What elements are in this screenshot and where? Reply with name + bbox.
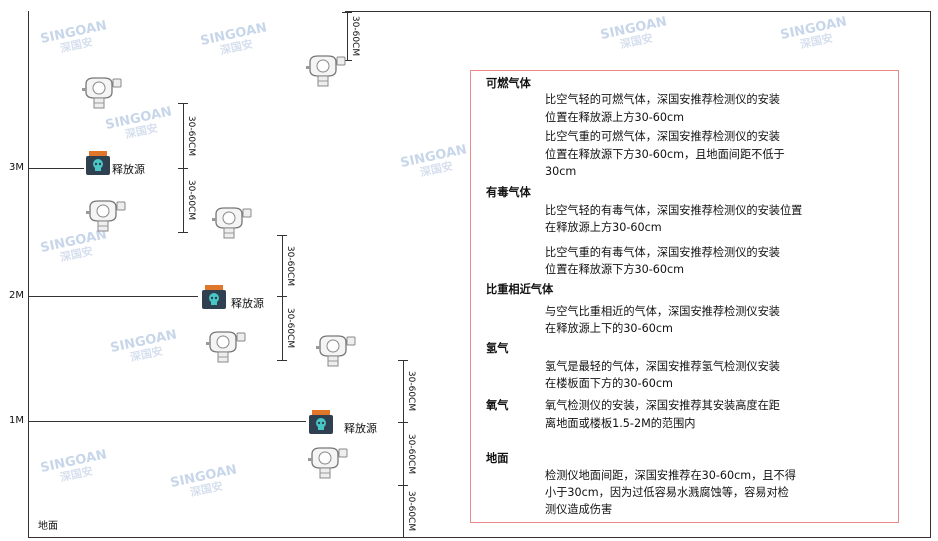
dimension-tick: [342, 12, 352, 13]
dimension-label: 30-60CM: [350, 15, 360, 57]
release-source-icon: [200, 284, 228, 314]
dimension-line: [403, 485, 404, 537]
frame-bottom: [28, 537, 931, 538]
oxygen-title: 氧气: [486, 399, 509, 412]
dimension-label: 30-60CM: [406, 490, 416, 532]
release-source-icon: [307, 409, 335, 439]
dimension-label: 30-60CM: [285, 307, 295, 349]
toxic-title: 有毒气体: [486, 186, 531, 199]
dimension-label: 30-60CM: [285, 245, 295, 286]
level-2m-line: [28, 296, 198, 297]
gas-detector-icon: [84, 199, 128, 237]
dimension-tick: [178, 168, 188, 169]
similar-line-2: 在释放源上下的30-60cm: [545, 322, 673, 335]
watermark: SINGOAN 深国安: [599, 14, 669, 52]
oxygen-line-2: 离地面或楼板1.5-2M的范围内: [545, 417, 696, 430]
dimension-tick: [277, 235, 287, 236]
hydrogen-title: 氢气: [486, 342, 509, 355]
dimension-line: [403, 422, 404, 485]
dimension-line: [183, 103, 184, 168]
toxic-heavier-1: 比空气重的有毒气体，深国安推荐检测仪的安装: [545, 246, 780, 259]
notes-panel: [470, 70, 899, 523]
watermark: SINGOAN 深国安: [199, 20, 269, 58]
release-source-icon: [84, 150, 112, 180]
ground-line-1: 检测仪地面间距，深国安推荐在30-60cm，且不得: [545, 469, 796, 482]
release-source-label: 释放源: [112, 163, 145, 176]
dimension-tick: [277, 296, 287, 297]
dimension-tick: [398, 360, 408, 361]
frame-top: [345, 11, 931, 12]
gas-detector-icon: [314, 334, 358, 372]
toxic-lighter-2: 在释放源上方30-60cm: [545, 221, 662, 234]
similar-line-1: 与空气比重相近的气体，深国安推荐检测仪安装: [545, 305, 780, 318]
release-source-label: 释放源: [231, 297, 264, 310]
level-3m-line: [28, 168, 84, 169]
ground-label: 地面: [38, 521, 58, 532]
dimension-line: [403, 360, 404, 422]
dimension-label: 30-60CM: [406, 370, 416, 412]
dimension-label: 30-60CM: [406, 433, 416, 474]
dimension-tick: [178, 232, 188, 233]
combustible-lighter-2: 位置在释放源上方30-60cm: [545, 111, 685, 124]
combustible-title: 可燃气体: [486, 77, 531, 90]
ground-line-2: 小于30cm，因为过低容易水溅腐蚀等，容易对检: [545, 486, 789, 499]
oxygen-line-1: 氧气检测仪的安装，深国安推荐其安装高度在距: [545, 399, 780, 412]
dimension-line: [347, 12, 348, 60]
combustible-heavier-3: 30cm: [545, 165, 577, 178]
gas-detector-icon: [210, 206, 254, 244]
level-3m-label: 3M: [9, 162, 24, 173]
watermark: SINGOAN 深国安: [109, 327, 179, 365]
dimension-tick: [277, 360, 287, 361]
ground-line-3: 测仪造成伤害: [545, 503, 613, 516]
watermark: SINGOAN 深国安: [39, 447, 109, 485]
hydrogen-line-1: 氢气是最轻的气体，深国安推荐氢气检测仪安装: [545, 360, 780, 373]
level-1m-line: [28, 421, 306, 422]
frame-left: [28, 11, 29, 538]
dimension-tick: [398, 537, 408, 538]
watermark: SINGOAN 深国安: [779, 14, 849, 52]
combustible-heavier-1: 比空气重的可燃气体，深国安推荐检测仪的安装: [545, 130, 780, 143]
combustible-heavier-2: 位置在释放源下方30-60cm，且地面间距不低于: [545, 148, 785, 161]
toxic-heavier-2: 位置在释放源下方30-60cm: [545, 263, 685, 276]
gas-detector-icon: [304, 54, 348, 92]
release-source-label: 释放源: [344, 422, 377, 435]
toxic-lighter-1: 比空气轻的有毒气体，深国安推荐检测仪的安装位置: [545, 204, 803, 217]
combustible-lighter-1: 比空气轻的可燃气体，深国安推荐检测仪的安装: [545, 93, 780, 106]
dimension-tick: [398, 485, 408, 486]
gas-detector-icon: [306, 446, 350, 484]
watermark: SINGOAN 深国安: [39, 18, 109, 56]
dimension-tick: [342, 60, 352, 61]
frame-right: [930, 11, 931, 538]
ground-title: 地面: [486, 452, 509, 465]
dimension-label: 30-60CM: [186, 115, 196, 156]
hydrogen-line-2: 在楼板面下方的30-60cm: [545, 377, 673, 390]
dimension-line: [282, 296, 283, 360]
gas-detector-icon: [80, 76, 124, 114]
gas-detector-icon: [204, 330, 248, 368]
dimension-tick: [398, 422, 408, 423]
level-2m-label: 2M: [9, 290, 24, 301]
dimension-line: [282, 235, 283, 296]
dimension-label: 30-60CM: [186, 179, 196, 221]
level-1m-label: 1M: [9, 415, 24, 426]
dimension-line: [183, 168, 184, 232]
watermark: SINGOAN 深国安: [169, 462, 239, 500]
similar-title: 比重相近气体: [486, 283, 554, 296]
dimension-tick: [178, 103, 188, 104]
watermark: SINGOAN 深国安: [399, 142, 469, 180]
